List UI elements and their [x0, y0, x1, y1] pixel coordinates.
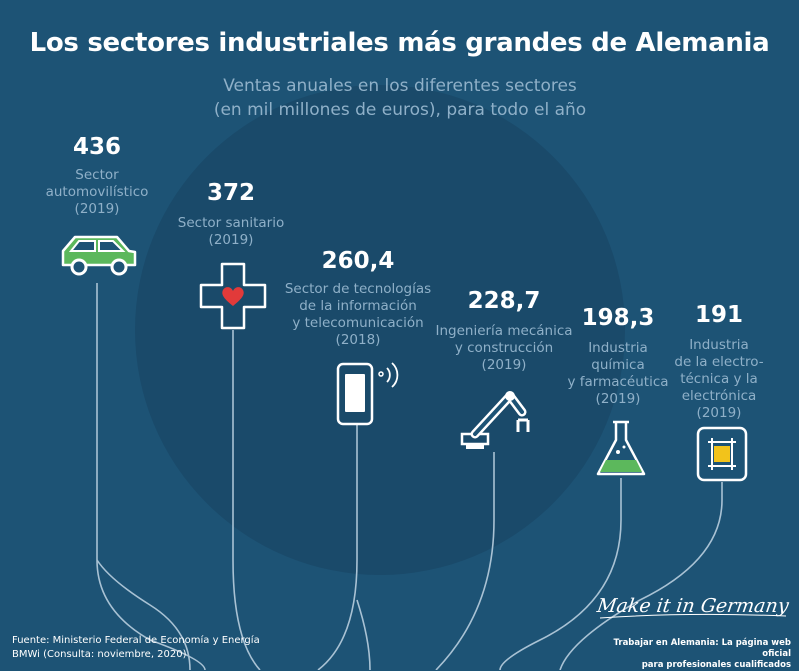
chip-card-icon	[696, 426, 748, 482]
label-automotive: Sector automovilístico (2019)	[45, 167, 149, 217]
value-mechanical: 228,7	[467, 288, 541, 314]
label-chemical: Industria química y farmacéutica (2019)	[567, 340, 669, 407]
value-automotive: 436	[72, 134, 121, 160]
value-chemical: 198,3	[581, 305, 655, 331]
connector-lines	[96, 283, 723, 670]
background-circle	[135, 85, 625, 575]
connector-line	[232, 330, 261, 670]
robot-arm-icon	[460, 391, 530, 449]
chart-title: Los sectores industriales más grandes de…	[29, 28, 770, 58]
connector-line	[499, 478, 622, 670]
source-note: Fuente: Ministerio Federal de Economía y…	[12, 635, 260, 660]
label-electrical: Industria de la electro- técnica y la el…	[674, 337, 764, 421]
label-ict: Sector de tecnologías de la información …	[284, 281, 432, 348]
label-health: Sector sanitario (2019)	[177, 215, 285, 248]
chart-subtitle: Ventas anuales en los diferentes sectore…	[213, 76, 587, 120]
value-ict: 260,4	[321, 248, 395, 274]
svg-text:Make it in Germany: Make it in Germany	[596, 594, 790, 617]
health-cross-icon	[199, 262, 267, 330]
make-it-in-germany-logo: Make it in Germany	[596, 594, 790, 619]
brand-caption: Trabajar en Alemania: La página web ofic…	[613, 638, 791, 670]
flask-icon	[596, 420, 646, 476]
value-health: 372	[206, 180, 255, 206]
connector-line	[96, 283, 206, 670]
label-mechanical: Ingeniería mecánica y construcción (2019…	[435, 323, 573, 373]
connector-line	[356, 599, 371, 670]
connector-line	[559, 482, 723, 670]
connector-line	[96, 559, 191, 670]
car-icon	[61, 235, 137, 276]
value-electrical: 191	[694, 302, 743, 328]
smartphone-icon	[336, 362, 399, 426]
connector-line	[317, 425, 358, 670]
connector-line	[435, 452, 495, 670]
